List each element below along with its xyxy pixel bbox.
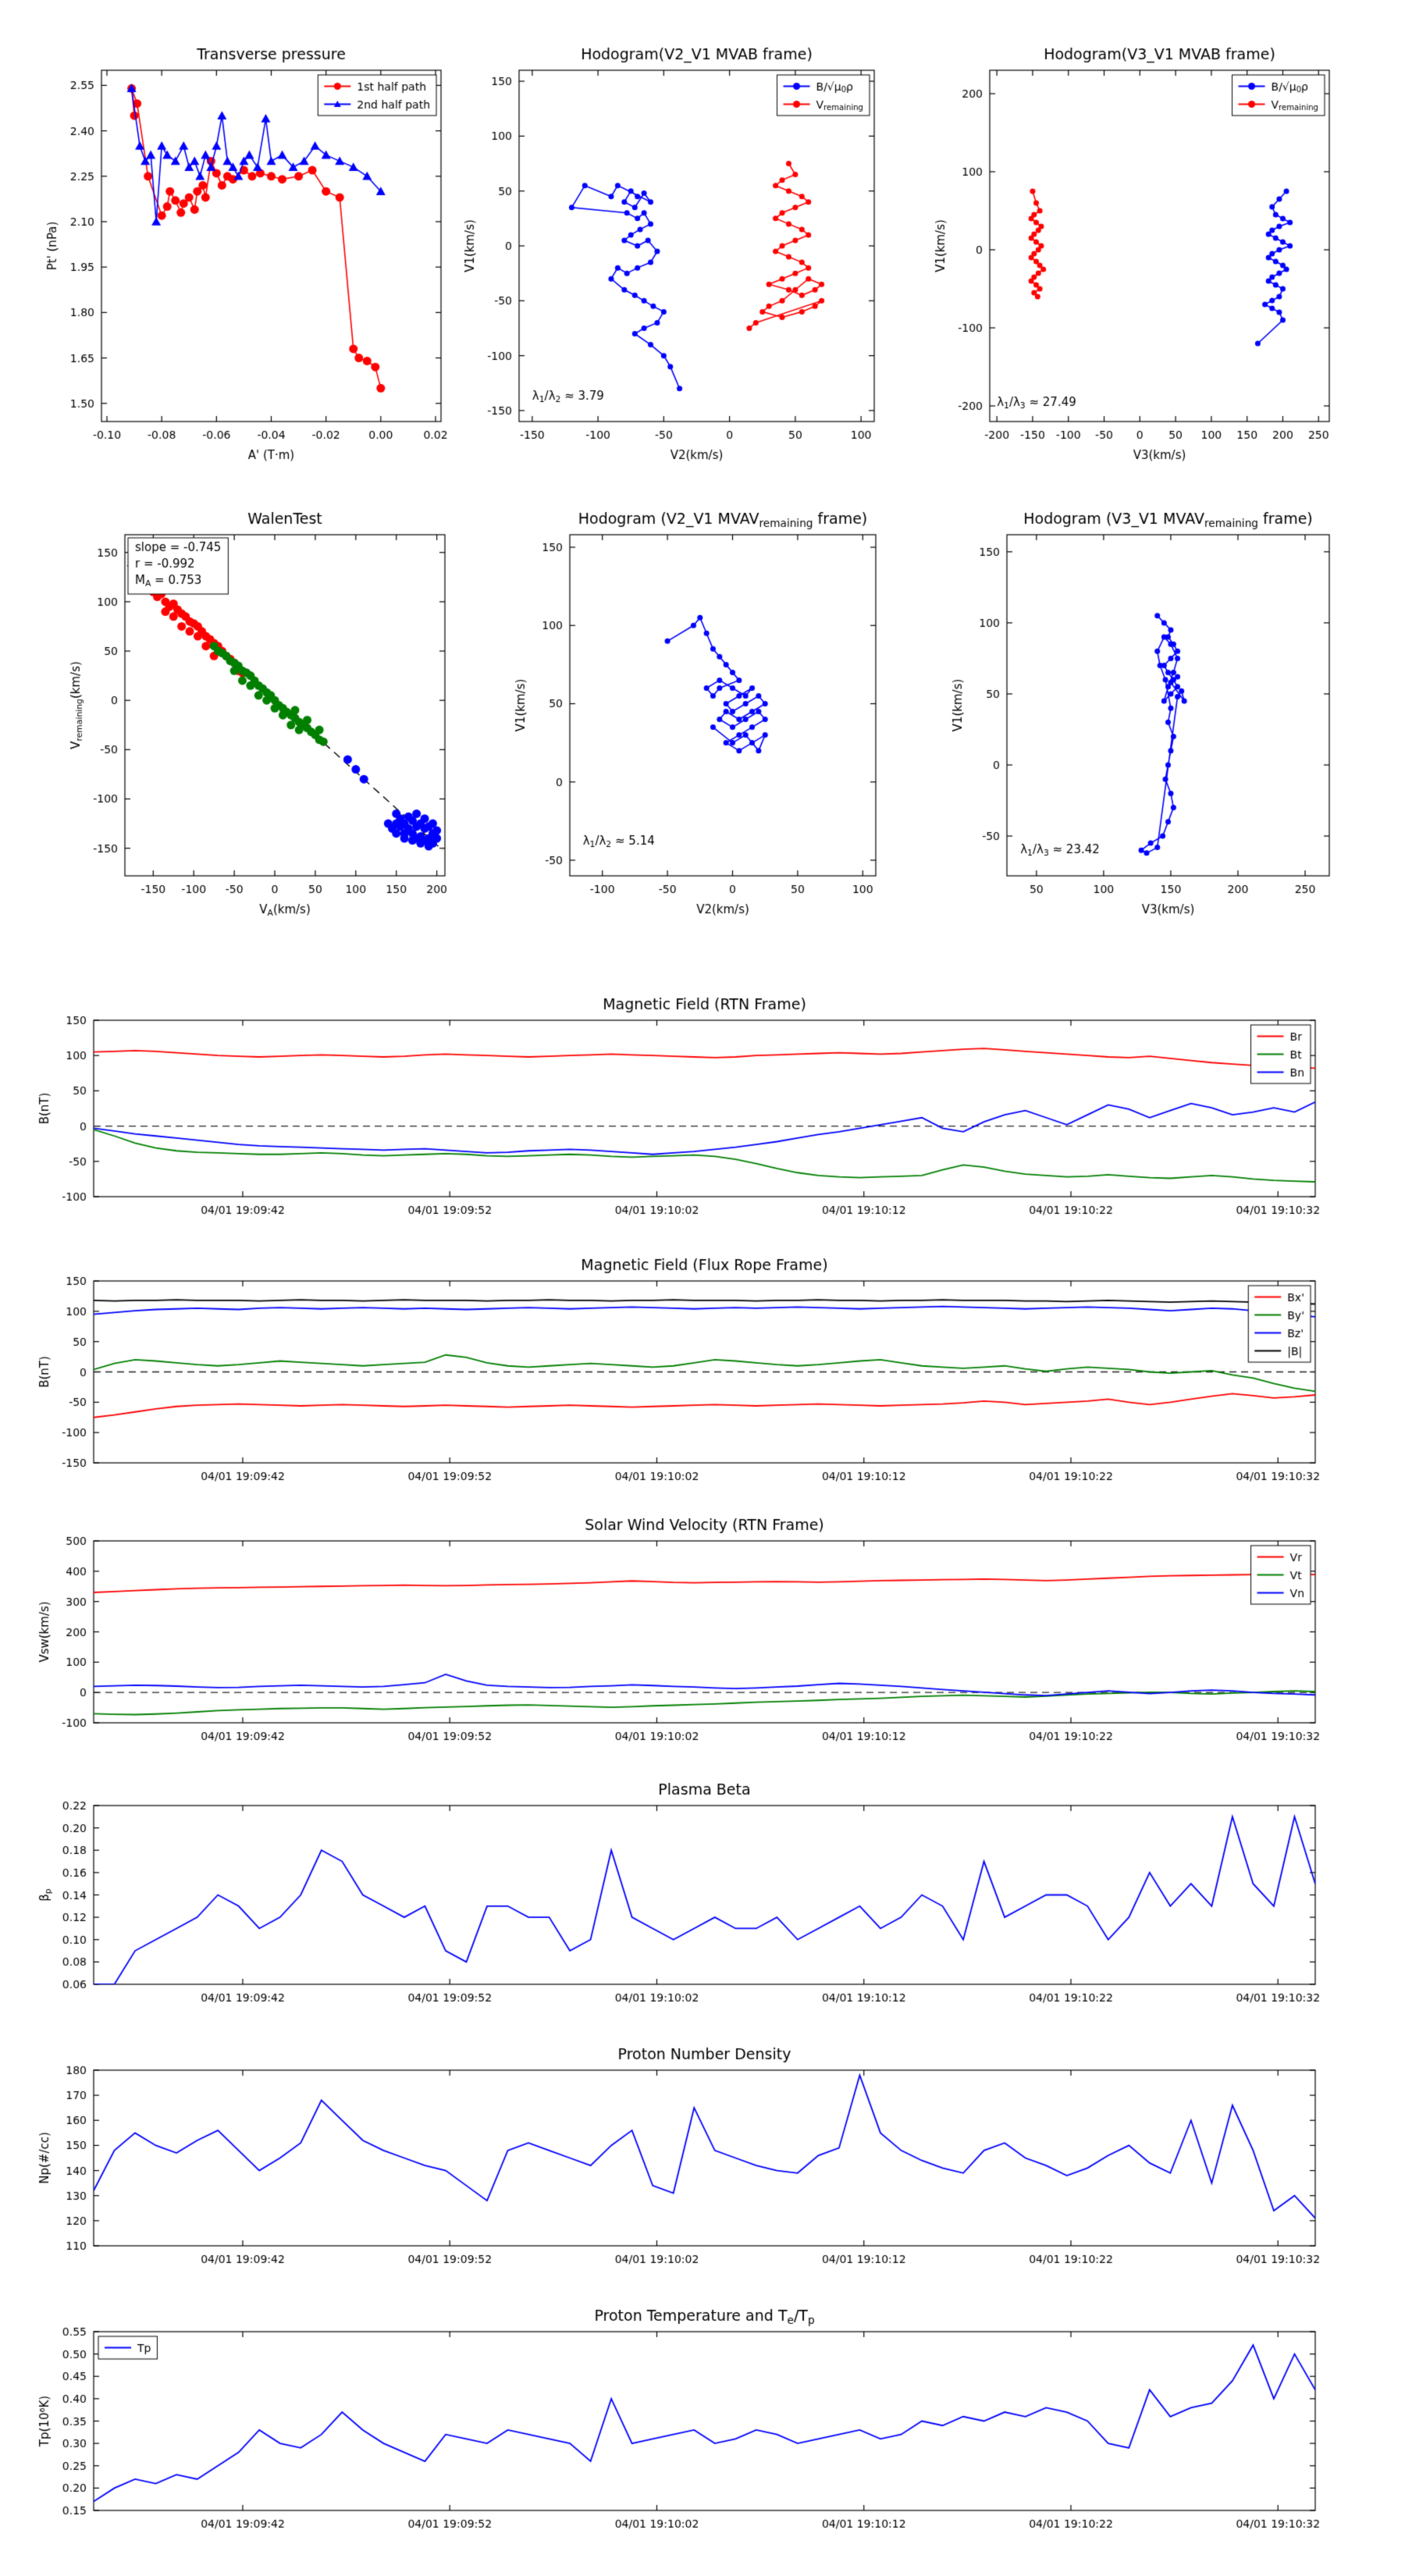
chart-transverse-pressure <box>35 35 461 468</box>
chart-hodogram-v3-v1-mvav-remaining <box>941 500 1349 923</box>
chart-hodogram-v2-v1-mvav-remaining <box>503 500 895 923</box>
chart-solar-wind-velocity-rtn <box>27 1506 1335 1770</box>
chart-proton-number-density <box>27 2035 1335 2293</box>
chart-walen-test <box>59 500 464 923</box>
chart-magnetic-field-rtn <box>27 985 1335 1244</box>
chart-magnetic-field-flux-rope <box>27 1246 1335 1510</box>
chart-hodogram-v3-v1-mvab <box>923 35 1349 468</box>
chart-proton-temperature <box>27 2297 1335 2557</box>
chart-plasma-beta <box>27 1770 1335 2031</box>
chart-hodogram-v2-v1-mvab <box>453 35 894 468</box>
